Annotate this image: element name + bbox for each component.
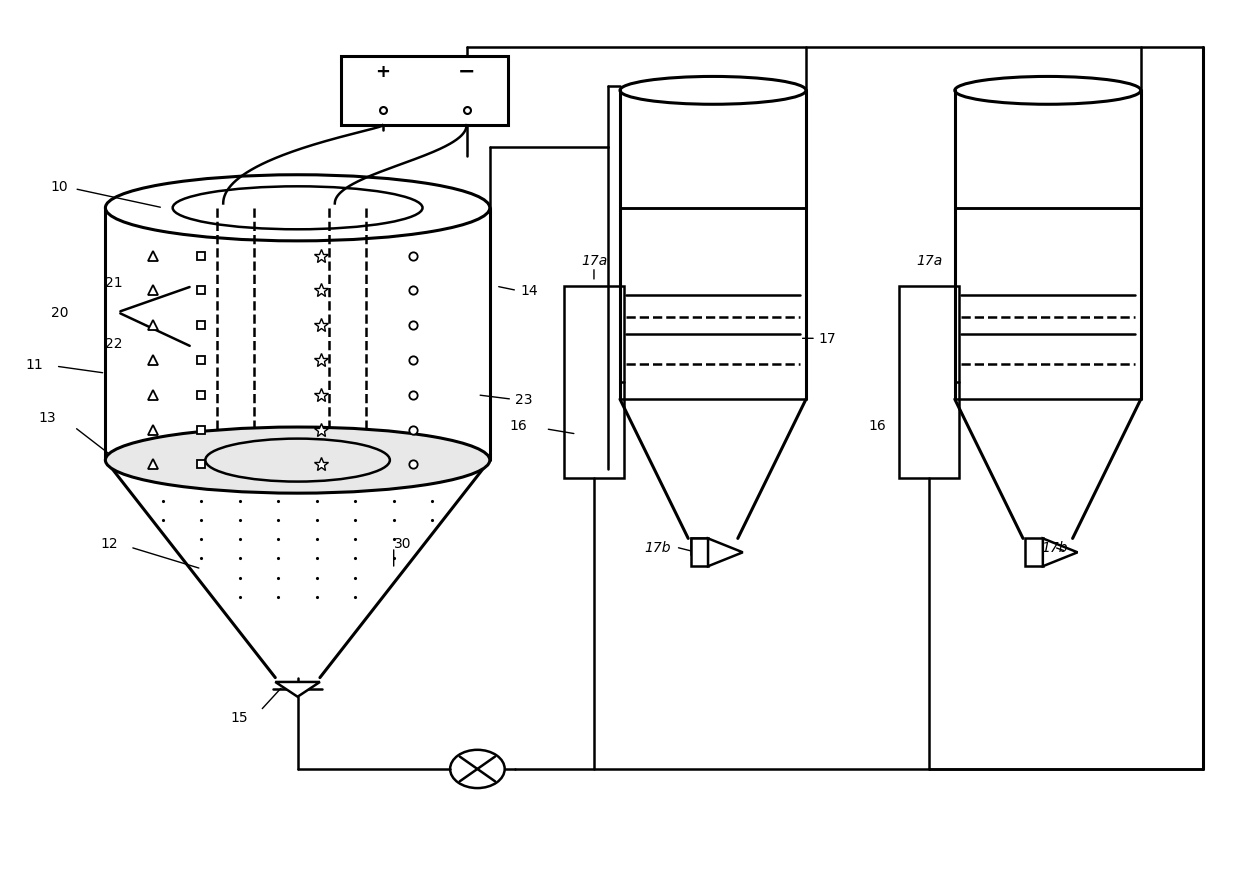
Text: 20: 20 — [51, 306, 68, 320]
Text: 17b: 17b — [645, 541, 671, 554]
Text: +: + — [376, 63, 391, 81]
Text: 17a: 17a — [582, 254, 608, 268]
Text: 15: 15 — [231, 710, 248, 724]
Text: 14: 14 — [521, 284, 538, 298]
Bar — [341, 56, 508, 126]
Polygon shape — [708, 539, 743, 567]
Text: 16: 16 — [510, 419, 527, 433]
Polygon shape — [1043, 539, 1078, 567]
Text: 17a: 17a — [916, 254, 942, 268]
Bar — [899, 287, 959, 478]
Text: 30: 30 — [394, 536, 412, 550]
Text: 21: 21 — [105, 275, 123, 289]
Bar — [564, 287, 624, 478]
Text: 16: 16 — [869, 419, 887, 433]
Text: 23: 23 — [515, 393, 532, 407]
Bar — [691, 539, 708, 567]
Text: 17b: 17b — [1042, 541, 1068, 554]
Text: 13: 13 — [38, 410, 56, 424]
Text: −: − — [458, 62, 475, 82]
Bar — [1025, 539, 1043, 567]
Text: 22: 22 — [105, 336, 123, 350]
Text: 11: 11 — [26, 358, 43, 372]
Text: 17: 17 — [818, 332, 836, 346]
Text: 10: 10 — [51, 180, 68, 194]
Ellipse shape — [105, 428, 490, 494]
Polygon shape — [275, 682, 320, 697]
Text: 12: 12 — [100, 536, 118, 550]
Bar — [691, 539, 706, 554]
